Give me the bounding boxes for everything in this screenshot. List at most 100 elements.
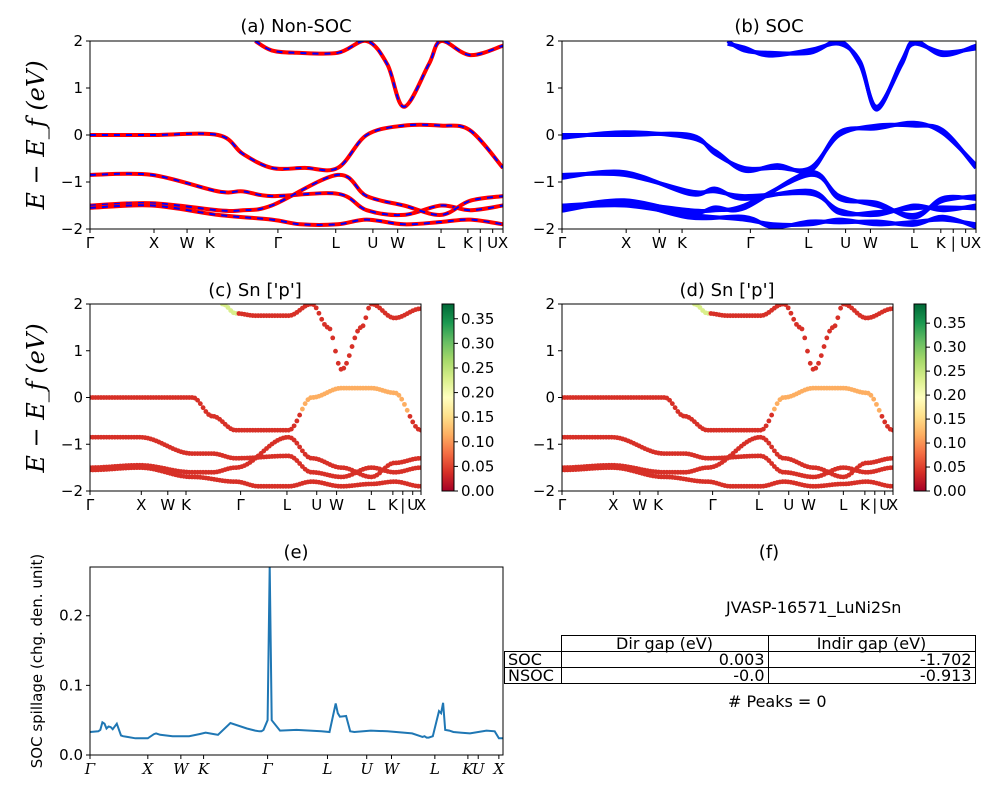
panel-a-xtick-label: Γ: [86, 234, 95, 252]
colorbar-c-tick-label: 0.05: [461, 457, 494, 475]
proj-c-dot: [360, 323, 366, 329]
panel-d-xtick-label: W: [801, 496, 816, 514]
panel-d-ytick-label: −2: [533, 482, 555, 500]
panel-d-xtick-label: L: [839, 496, 848, 514]
panel-b-xtick-label: W: [652, 234, 667, 252]
proj-c-dot: [363, 315, 369, 321]
panel-c-plot: [90, 304, 421, 489]
proj-d-dot: [771, 448, 777, 454]
proj-d-dot: [816, 360, 821, 366]
nsoc-dir-gap: -0.0: [560, 667, 769, 684]
panel-b-xtick-label: L: [910, 234, 919, 252]
proj-d-dot: [821, 344, 827, 349]
panel-c-xtick-label: Γ: [236, 496, 245, 514]
proj-d-dot: [766, 418, 772, 424]
soc-band-3-1: [562, 200, 976, 229]
proj-d-dot: [835, 315, 841, 321]
proj-d-dot: [769, 412, 775, 418]
proj-c-dot: [407, 413, 413, 419]
panel-e-title: (e): [283, 542, 308, 563]
proj-c-dot: [344, 360, 349, 366]
proj-c-dot: [352, 335, 358, 341]
panel-c-ytick-label: 2: [73, 295, 83, 313]
y-label-band-mid: E − E_f (eV): [22, 323, 50, 473]
panel-d-plot: [562, 304, 893, 489]
panel-e-xtick-label: U: [472, 760, 486, 778]
panel-d-xtick-label: Γ: [558, 496, 567, 514]
proj-c-dot: [299, 406, 305, 412]
panel-e-xtick-label: K: [461, 760, 474, 778]
panel-a-xtick-label: U: [487, 234, 498, 252]
panel-a-plot: [90, 41, 503, 227]
colorbar-c-tick-label: 0.15: [461, 408, 494, 426]
panel-e-xtick-label: L: [321, 760, 332, 778]
panel-b-xtick-label: W: [863, 234, 878, 252]
panel-c-ytick-label: −2: [61, 482, 83, 500]
panel-a-xtick-label: U: [367, 234, 378, 252]
panel-b-xtick-label: X: [621, 234, 631, 252]
panel-a-xtick-label: X: [498, 234, 508, 252]
panel-a-xtick-label: L: [437, 234, 446, 252]
proj-c-dot: [200, 405, 206, 411]
nonsoc-band-0: [90, 122, 503, 173]
proj-d-dot: [667, 397, 672, 403]
panel-c-xtick-label: W: [329, 496, 344, 514]
proj-d-dot: [876, 407, 882, 413]
proj-c-dot: [396, 392, 402, 398]
proj-c-dot: [195, 397, 200, 403]
proj-d-dot: [838, 305, 843, 311]
proj-d-dot: [763, 437, 769, 443]
panel-c-xtick-label: W: [160, 496, 175, 514]
spillage-line: [90, 567, 503, 740]
soc-band-0-1: [562, 120, 976, 175]
panel-a-xtick-label: L: [332, 234, 341, 252]
colorbar-d-tick-label: 0.25: [933, 362, 966, 380]
proj-d-dot: [791, 316, 797, 322]
panel-a-xtick-label: |: [478, 234, 483, 252]
proj-d-dot: [771, 406, 777, 412]
proj-d-dot: [890, 455, 893, 461]
proj-d-dot: [763, 423, 769, 429]
panel-c-title: (c) Sn ['p']: [208, 280, 302, 301]
colorbar-d-tick-label: 0.30: [933, 338, 966, 356]
panel-d-xtick-label: X: [888, 496, 898, 514]
proj-c-dot: [366, 305, 371, 311]
colorbar-d-tick-label: 0.35: [933, 314, 966, 332]
proj-c-dot: [294, 418, 300, 424]
panel-b-xtick-label: Γ: [558, 234, 567, 252]
colorbar-d: [913, 303, 927, 492]
panel-e-plot: [90, 567, 503, 740]
col-indir-gap: Indir gap (eV): [767, 635, 976, 652]
proj-c-dot: [294, 440, 300, 446]
proj-c-dot: [418, 306, 421, 312]
proj-c-dot: [399, 396, 405, 402]
proj-c-dot: [410, 419, 416, 425]
panel-d-ytick-label: 1: [545, 342, 555, 360]
panel-b-xtick-label: K: [677, 234, 688, 252]
panel-e-frame: [89, 566, 504, 756]
proj-c-dot: [349, 344, 355, 349]
panel-b-xtick-label: Γ: [746, 234, 755, 252]
panel-d-xtick-label: K: [653, 496, 664, 514]
soc-band-2-1: [562, 170, 976, 220]
soc-band-1-1: [562, 169, 976, 217]
panel-d-xtick-label: X: [608, 496, 618, 514]
panel-c-xtick-label: K: [388, 496, 399, 514]
proj-c-dot: [341, 365, 347, 371]
soc-band-4-1: [727, 41, 976, 112]
proj-c-dot: [297, 444, 303, 450]
colorbar-c: [441, 303, 455, 492]
proj-c-dot: [327, 326, 333, 332]
nonsoc-band-2: [90, 172, 503, 217]
panel-d-title: (d) Sn ['p']: [679, 280, 774, 301]
colorbar-d-tick-label: 0.00: [933, 482, 966, 500]
panel-c-xtick-label: Γ: [86, 496, 95, 514]
panel-f-title: (f): [759, 542, 779, 563]
panel-d-xtick-label: |: [872, 496, 877, 514]
panel-c-ytick-label: 1: [73, 342, 83, 360]
panel-a-xtick-label: X: [149, 234, 159, 252]
proj-d-dot: [824, 335, 830, 341]
proj-c-dot: [316, 310, 322, 316]
